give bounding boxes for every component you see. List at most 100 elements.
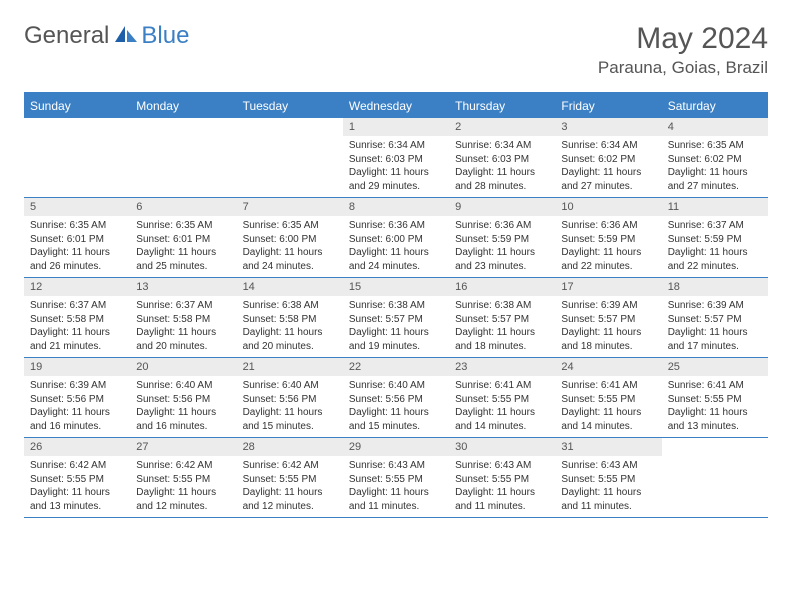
day-details: Sunrise: 6:36 AMSunset: 5:59 PMDaylight:… [449, 216, 555, 277]
day-number: 23 [449, 358, 555, 376]
day-number [237, 118, 343, 136]
day-detail-line: Sunset: 6:00 PM [349, 233, 443, 247]
day-number: 30 [449, 438, 555, 456]
day-detail-line: Sunset: 5:59 PM [455, 233, 549, 247]
day-cell: 1Sunrise: 6:34 AMSunset: 6:03 PMDaylight… [343, 118, 449, 197]
day-detail-line: and 20 minutes. [243, 340, 337, 354]
day-cell: 28Sunrise: 6:42 AMSunset: 5:55 PMDayligh… [237, 438, 343, 517]
day-details: Sunrise: 6:40 AMSunset: 5:56 PMDaylight:… [343, 376, 449, 437]
day-detail-line: Daylight: 11 hours [561, 166, 655, 180]
day-detail-line: Sunset: 5:56 PM [349, 393, 443, 407]
day-detail-line: and 16 minutes. [30, 420, 124, 434]
day-cell: 20Sunrise: 6:40 AMSunset: 5:56 PMDayligh… [130, 358, 236, 437]
day-detail-line: Sunrise: 6:42 AM [30, 459, 124, 473]
day-details: Sunrise: 6:43 AMSunset: 5:55 PMDaylight:… [449, 456, 555, 517]
day-number: 2 [449, 118, 555, 136]
day-detail-line: and 13 minutes. [30, 500, 124, 514]
day-detail-line: Sunset: 5:55 PM [455, 393, 549, 407]
day-detail-line: Sunset: 5:55 PM [561, 393, 655, 407]
day-detail-line: Sunset: 6:03 PM [455, 153, 549, 167]
day-detail-line: Sunrise: 6:36 AM [349, 219, 443, 233]
day-details: Sunrise: 6:39 AMSunset: 5:57 PMDaylight:… [555, 296, 661, 357]
day-detail-line: and 24 minutes. [243, 260, 337, 274]
day-number: 17 [555, 278, 661, 296]
day-detail-line: Sunrise: 6:42 AM [136, 459, 230, 473]
day-number: 24 [555, 358, 661, 376]
day-detail-line: and 19 minutes. [349, 340, 443, 354]
day-number: 21 [237, 358, 343, 376]
day-cell: 7Sunrise: 6:35 AMSunset: 6:00 PMDaylight… [237, 198, 343, 277]
week-row: 26 Sunrise: 6:42 AMSunset: 5:55 PMDayligh… [24, 438, 768, 518]
brand-part2: Blue [141, 22, 189, 50]
day-detail-line: and 27 minutes. [668, 180, 762, 194]
day-cell: 14Sunrise: 6:38 AMSunset: 5:58 PMDayligh… [237, 278, 343, 357]
day-detail-line: Sunrise: 6:35 AM [243, 219, 337, 233]
day-cell: 30Sunrise: 6:43 AMSunset: 5:55 PMDayligh… [449, 438, 555, 517]
day-number: 4 [662, 118, 768, 136]
day-details: Sunrise: 6:39 AMSunset: 5:57 PMDaylight:… [662, 296, 768, 357]
calendar-page: General Blue May 2024 Parauna, Goias, Br… [0, 0, 792, 528]
day-details: Sunrise: 6:36 AMSunset: 5:59 PMDaylight:… [555, 216, 661, 277]
day-detail-line: and 14 minutes. [455, 420, 549, 434]
day-detail-line: Sunrise: 6:38 AM [349, 299, 443, 313]
day-detail-line: Daylight: 11 hours [668, 166, 762, 180]
day-detail-line: Sunset: 5:57 PM [455, 313, 549, 327]
day-details: Sunrise: 6:42 AMSunset: 5:55 PMDaylight:… [237, 456, 343, 517]
day-number: 3 [555, 118, 661, 136]
day-detail-line: and 15 minutes. [349, 420, 443, 434]
day-cell: 8Sunrise: 6:36 AMSunset: 6:00 PMDaylight… [343, 198, 449, 277]
day-detail-line: Daylight: 11 hours [561, 406, 655, 420]
day-number [24, 118, 130, 136]
day-number: 12 [24, 278, 130, 296]
weekday-header-cell: Tuesday [237, 94, 343, 118]
day-detail-line: Daylight: 11 hours [30, 246, 124, 260]
day-cell: 16Sunrise: 6:38 AMSunset: 5:57 PMDayligh… [449, 278, 555, 357]
day-detail-line: Sunset: 5:57 PM [561, 313, 655, 327]
day-detail-line: Sunset: 5:59 PM [668, 233, 762, 247]
day-detail-line: Daylight: 11 hours [30, 326, 124, 340]
day-cell: 6Sunrise: 6:35 AMSunset: 6:01 PMDaylight… [130, 198, 236, 277]
weekday-header-row: SundayMondayTuesdayWednesdayThursdayFrid… [24, 94, 768, 118]
weekday-header-cell: Thursday [449, 94, 555, 118]
day-detail-line: Sunrise: 6:42 AM [243, 459, 337, 473]
day-detail-line: Sunset: 5:55 PM [561, 473, 655, 487]
week-row: 19Sunrise: 6:39 AMSunset: 5:56 PMDayligh… [24, 358, 768, 438]
day-detail-line: Sunrise: 6:41 AM [455, 379, 549, 393]
day-detail-line: and 22 minutes. [668, 260, 762, 274]
day-details: Sunrise: 6:34 AMSunset: 6:03 PMDaylight:… [449, 136, 555, 197]
day-detail-line: Daylight: 11 hours [349, 406, 443, 420]
day-cell: 21Sunrise: 6:40 AMSunset: 5:56 PMDayligh… [237, 358, 343, 437]
day-details: Sunrise: 6:38 AMSunset: 5:57 PMDaylight:… [343, 296, 449, 357]
day-details: Sunrise: 6:43 AMSunset: 5:55 PMDaylight:… [343, 456, 449, 517]
week-row: 5Sunrise: 6:35 AMSunset: 6:01 PMDaylight… [24, 198, 768, 278]
day-details: Sunrise: 6:41 AMSunset: 5:55 PMDaylight:… [555, 376, 661, 437]
weekday-header-cell: Sunday [24, 94, 130, 118]
day-detail-line: and 21 minutes. [30, 340, 124, 354]
day-detail-line: Daylight: 11 hours [349, 166, 443, 180]
day-detail-line: Sunrise: 6:37 AM [668, 219, 762, 233]
brand-logo: General Blue [24, 22, 189, 50]
day-detail-line: Sunrise: 6:38 AM [243, 299, 337, 313]
day-cell [130, 118, 236, 197]
day-detail-line: and 18 minutes. [561, 340, 655, 354]
day-detail-line: Sunrise: 6:41 AM [561, 379, 655, 393]
day-detail-line: Sunset: 5:55 PM [243, 473, 337, 487]
day-detail-line: and 29 minutes. [349, 180, 443, 194]
day-cell [24, 118, 130, 197]
day-number: 16 [449, 278, 555, 296]
day-details: Sunrise: 6:35 AMSunset: 6:00 PMDaylight:… [237, 216, 343, 277]
day-detail-line: Daylight: 11 hours [136, 406, 230, 420]
day-detail-line: and 26 minutes. [30, 260, 124, 274]
day-detail-line: Sunset: 6:02 PM [668, 153, 762, 167]
day-details: Sunrise: 6:34 AMSunset: 6:02 PMDaylight:… [555, 136, 661, 197]
day-detail-line: and 17 minutes. [668, 340, 762, 354]
day-cell: 29Sunrise: 6:43 AMSunset: 5:55 PMDayligh… [343, 438, 449, 517]
day-number: 26 [24, 438, 130, 456]
day-detail-line: and 22 minutes. [561, 260, 655, 274]
day-number: 14 [237, 278, 343, 296]
day-detail-line: Sunrise: 6:43 AM [561, 459, 655, 473]
day-detail-line: Sunrise: 6:35 AM [668, 139, 762, 153]
day-detail-line: Daylight: 11 hours [455, 326, 549, 340]
day-detail-line: and 12 minutes. [243, 500, 337, 514]
day-cell: 9Sunrise: 6:36 AMSunset: 5:59 PMDaylight… [449, 198, 555, 277]
